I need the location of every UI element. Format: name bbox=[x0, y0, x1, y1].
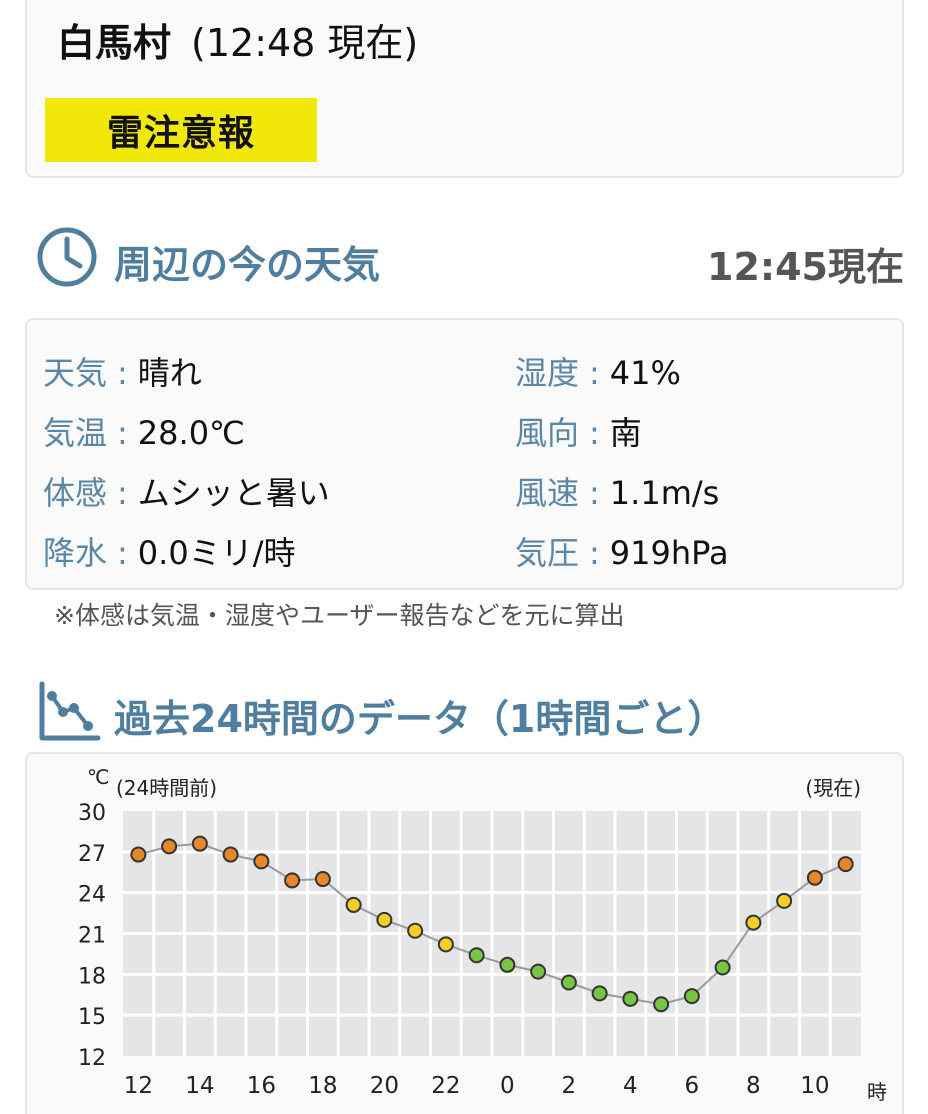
observed-time: (12:48 現在) bbox=[191, 21, 419, 65]
temperature-point bbox=[622, 990, 639, 1007]
temperature-label: 気温 bbox=[43, 414, 108, 452]
x-tick-label: 4 bbox=[623, 1073, 638, 1099]
current-weather-time: 12:45現在 bbox=[707, 245, 904, 289]
feels-like-label: 体感 bbox=[43, 474, 108, 512]
temperature-point bbox=[130, 846, 147, 863]
x-unit-label: 時 bbox=[867, 1080, 887, 1104]
y-tick-label: 18 bbox=[78, 964, 106, 989]
y-tick-label: 21 bbox=[78, 924, 106, 949]
y-unit-label: ℃ bbox=[87, 765, 109, 789]
temperature-point bbox=[437, 936, 454, 953]
weather-row-feels-like: 体感: ムシッと暑い bbox=[43, 468, 330, 514]
temperature-point bbox=[314, 871, 331, 888]
current-weather-header: 周辺の今の天気 12:45現在 bbox=[36, 224, 906, 294]
temperature-point bbox=[253, 853, 270, 870]
current-weather-title: 周辺の今の天気 bbox=[114, 243, 381, 287]
weather-row-temperature: 気温:28.0℃ bbox=[43, 408, 245, 454]
temperature-point bbox=[653, 996, 670, 1013]
pressure-value: 919hPa bbox=[609, 534, 729, 572]
humidity-label: 湿度 bbox=[515, 354, 580, 392]
label-separator: : bbox=[589, 474, 600, 512]
end-label: (現在) bbox=[805, 776, 861, 800]
temperature-point bbox=[806, 869, 823, 886]
x-tick-label: 8 bbox=[746, 1073, 761, 1099]
temperature-chart-card: 30 27 24 21 18 15 12 ℃ (24時間前) (現在) 12 14 16 18 20 22 0 2… bbox=[25, 752, 904, 1114]
temperature-point bbox=[776, 892, 793, 909]
weather-row-humidity: 湿度:41% bbox=[515, 348, 681, 394]
wind-direction-label: 風向 bbox=[515, 414, 580, 452]
weather-row-precipitation: 降水:0.0ミリ/時 bbox=[43, 528, 295, 574]
wind-speed-label: 風速 bbox=[515, 474, 580, 512]
temperature-value: 28.0℃ bbox=[137, 414, 245, 452]
temperature-point bbox=[745, 914, 762, 931]
weather-row-pressure: 気圧:919hPa bbox=[515, 528, 729, 574]
weather-row-wind-direction: 風向: 南 bbox=[515, 408, 642, 454]
x-tick-label: 10 bbox=[800, 1073, 829, 1099]
y-tick-label: 27 bbox=[78, 842, 106, 867]
history-title: 過去24時間のデータ（1時間ごと） bbox=[114, 697, 726, 741]
weather-row-wind-speed: 風速:1.1m/s bbox=[515, 468, 719, 514]
x-tick-label: 16 bbox=[247, 1073, 276, 1099]
feels-like-value: ムシッと暑い bbox=[137, 474, 330, 512]
clock-icon bbox=[37, 227, 97, 287]
temperature-point bbox=[591, 985, 608, 1002]
x-tick-label: 18 bbox=[308, 1073, 337, 1099]
temperature-point bbox=[837, 856, 854, 873]
pressure-label: 気圧 bbox=[515, 534, 580, 572]
label-separator: : bbox=[117, 414, 128, 452]
x-tick-label: 14 bbox=[185, 1073, 214, 1099]
x-tick-label: 2 bbox=[562, 1073, 577, 1099]
temperature-point bbox=[530, 963, 547, 980]
warning-badge[interactable]: 雷注意報 bbox=[45, 98, 317, 162]
weather-value: 晴れ bbox=[137, 354, 202, 392]
x-tick-label: 6 bbox=[685, 1073, 700, 1099]
precipitation-label: 降水 bbox=[43, 534, 108, 572]
start-label: (24時間前) bbox=[116, 776, 217, 800]
label-separator: : bbox=[589, 354, 600, 392]
wind-direction-value: 南 bbox=[609, 414, 642, 452]
temperature-point bbox=[191, 835, 208, 852]
weather-row-condition: 天気: 晴れ bbox=[43, 348, 202, 394]
location-name: 白馬村 bbox=[57, 21, 172, 65]
label-separator: : bbox=[589, 534, 600, 572]
temperature-point bbox=[345, 896, 362, 913]
temperature-point bbox=[376, 911, 393, 928]
feels-like-note: ※体感は気温・湿度やユーザー報告などを元に算出 bbox=[54, 601, 625, 630]
humidity-value: 41% bbox=[609, 354, 681, 392]
current-weather-card: 天気: 晴れ 気温:28.0℃ 体感: ムシッと暑い 降水:0.0ミリ/時 湿度:4… bbox=[25, 318, 904, 590]
weather-label: 天気 bbox=[43, 354, 108, 392]
temperature-point bbox=[284, 872, 301, 889]
x-tick-label: 20 bbox=[370, 1073, 399, 1099]
label-separator: : bbox=[117, 474, 128, 512]
wind-speed-value: 1.1m/s bbox=[609, 474, 720, 512]
temperature-point bbox=[161, 838, 178, 855]
temperature-point bbox=[499, 956, 516, 973]
temperature-point bbox=[714, 959, 731, 976]
label-separator: : bbox=[117, 354, 128, 392]
temperature-point bbox=[683, 988, 700, 1005]
history-header: 過去24時間のデータ（1時間ごと） bbox=[36, 678, 906, 748]
temperature-point bbox=[407, 922, 424, 939]
temperature-point bbox=[468, 947, 485, 964]
location-card: 白馬村 (12:48 現在) 雷注意報 bbox=[25, 0, 904, 178]
temperature-point bbox=[560, 974, 577, 991]
x-tick-label: 0 bbox=[500, 1073, 515, 1099]
label-separator: : bbox=[589, 414, 600, 452]
line-chart-icon bbox=[39, 681, 101, 741]
label-separator: : bbox=[117, 534, 128, 572]
x-tick-label: 12 bbox=[124, 1073, 153, 1099]
location-heading: 白馬村 (12:48 現在) bbox=[57, 12, 418, 67]
x-tick-label: 22 bbox=[431, 1073, 460, 1099]
y-tick-label: 24 bbox=[78, 883, 106, 908]
y-tick-label: 12 bbox=[78, 1046, 106, 1071]
temperature-point bbox=[222, 846, 239, 863]
precipitation-value: 0.0ミリ/時 bbox=[137, 534, 296, 572]
y-tick-label: 30 bbox=[78, 801, 106, 826]
y-tick-label: 15 bbox=[78, 1005, 106, 1030]
